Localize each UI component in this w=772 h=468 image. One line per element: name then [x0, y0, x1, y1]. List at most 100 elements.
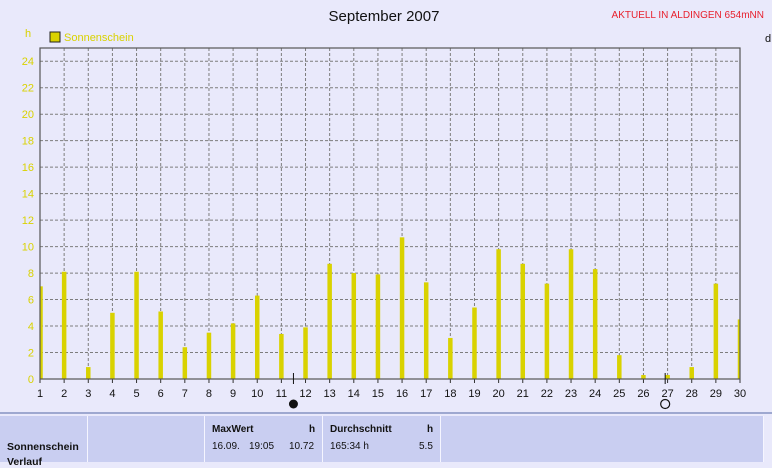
bar-day-29	[713, 283, 719, 379]
bar-day-17	[423, 282, 429, 379]
chart: September 2007 AKTUELL IN ALDINGEN 654mN…	[22, 8, 771, 410]
x-tick-label: 6	[158, 388, 164, 400]
maxwert-value: 10.72	[289, 441, 315, 452]
y-unit-label: h	[25, 28, 31, 40]
x-tick-label: 29	[710, 388, 722, 400]
bar-day-27	[665, 375, 670, 379]
x-tick-label: 14	[348, 388, 360, 400]
bar-day-20	[496, 249, 501, 379]
maxwert-date: 16.09.	[212, 441, 240, 452]
footer-spare-cell	[441, 416, 764, 462]
new-moon-icon	[660, 398, 671, 410]
maxwert-unit: h	[309, 424, 316, 435]
x-tick-label: 1	[37, 388, 43, 400]
bar-day-13	[327, 263, 332, 379]
y-tick-label: 16	[22, 162, 34, 174]
x-tick-label: 25	[613, 388, 625, 400]
y-tick-label: 12	[22, 215, 34, 227]
durchschnitt-value: 5.5	[419, 441, 433, 452]
bar-day-10	[254, 295, 260, 379]
bar-day-9	[230, 323, 236, 379]
x-tick-label: 3	[85, 388, 91, 400]
x-tick-label: 16	[396, 388, 408, 400]
bar-day-15	[375, 274, 381, 379]
x-tick-label: 15	[372, 388, 384, 400]
bar-day-14	[351, 273, 357, 379]
x-tick-label: 24	[589, 388, 601, 400]
row-label: Sonnenschein	[7, 441, 79, 453]
y-tick-label: 14	[22, 189, 34, 201]
legend-label: Sonnenschein	[64, 32, 134, 44]
chart-title: September 2007	[329, 8, 440, 25]
maxwert-cell: MaxWert h 16.09. 19:05 10.72	[205, 416, 323, 462]
x-tick-label: 20	[492, 388, 504, 400]
bar-day-16	[399, 237, 405, 379]
x-tick-label: 27	[661, 388, 673, 400]
bar-day-18	[448, 337, 453, 379]
station-label: AKTUELL IN ALDINGEN 654mNN	[612, 10, 764, 21]
bar-day-12	[303, 327, 308, 379]
full-moon-icon	[288, 399, 298, 409]
x-tick-label: 8	[206, 388, 212, 400]
bar-day-21	[520, 263, 526, 379]
footer-empty-cell	[88, 416, 205, 462]
x-tick-label: 30	[734, 388, 746, 400]
bar-day-22	[544, 283, 550, 379]
x-tick-label: 21	[517, 388, 529, 400]
x-tick-label: 9	[230, 388, 236, 400]
right-axis-letter: d	[765, 33, 771, 45]
footer-label-cell: Sonnenschein Verlauf	[0, 416, 88, 468]
bar-day-28	[689, 367, 694, 379]
x-tick-label: 2	[61, 388, 67, 400]
maxwert-time: 19:05	[249, 441, 275, 452]
x-tick-label: 7	[182, 388, 188, 400]
maxwert-header: MaxWert	[212, 424, 254, 435]
x-tick-label: 5	[133, 388, 139, 400]
legend-swatch	[49, 31, 61, 43]
x-tick-label: 4	[109, 388, 115, 400]
x-tick-label: 12	[299, 388, 311, 400]
bar-day-8	[206, 332, 212, 379]
durchschnitt-total: 165:34 h	[330, 441, 369, 452]
y-tick-label: 24	[22, 56, 34, 68]
bar-day-2	[61, 271, 67, 379]
x-tick-label: 10	[251, 388, 263, 400]
bar-day-1	[40, 286, 43, 379]
y-tick-label: 10	[22, 242, 34, 254]
y-tick-label: 0	[28, 374, 34, 386]
y-tick-label: 20	[22, 109, 34, 121]
bar-day-23	[568, 249, 574, 379]
x-tick-label: 11	[276, 388, 287, 400]
y-tick-label: 18	[22, 136, 34, 148]
y-tick-label: 2	[28, 348, 34, 360]
plot-area	[40, 48, 740, 379]
bar-day-25	[617, 355, 622, 379]
x-tick-label: 23	[565, 388, 577, 400]
durchschnitt-unit: h	[427, 424, 434, 435]
bar-day-19	[472, 307, 477, 379]
y-tick-label: 8	[28, 268, 34, 280]
bar-day-24	[592, 269, 598, 379]
bar-day-30	[737, 319, 741, 379]
x-tick-label: 19	[468, 388, 480, 400]
bar-day-26	[641, 375, 646, 379]
bar-day-4	[110, 312, 115, 379]
bar-day-6	[158, 311, 163, 379]
x-tick-label: 28	[686, 388, 698, 400]
y-tick-label: 4	[28, 321, 34, 333]
y-tick-label: 6	[28, 295, 34, 307]
x-tick-label: 26	[637, 388, 649, 400]
bar-day-11	[279, 333, 284, 379]
durchschnitt-header: Durchschnitt	[330, 424, 392, 435]
plot-frame	[39, 47, 741, 380]
durchschnitt-cell: Durchschnitt h 165:34 h 5.5	[323, 416, 441, 462]
y-tick-label: 22	[22, 83, 34, 95]
summary-footer: Sonnenschein Verlauf MaxWert h 16.09. 19…	[0, 412, 772, 468]
x-tick-label: 13	[324, 388, 336, 400]
x-tick-label: 18	[444, 388, 456, 400]
x-tick-label: 22	[541, 388, 553, 400]
bar-day-5	[134, 271, 139, 379]
x-tick-label: 17	[420, 388, 432, 400]
bar-day-3	[86, 367, 91, 379]
bar-day-7	[182, 347, 188, 379]
